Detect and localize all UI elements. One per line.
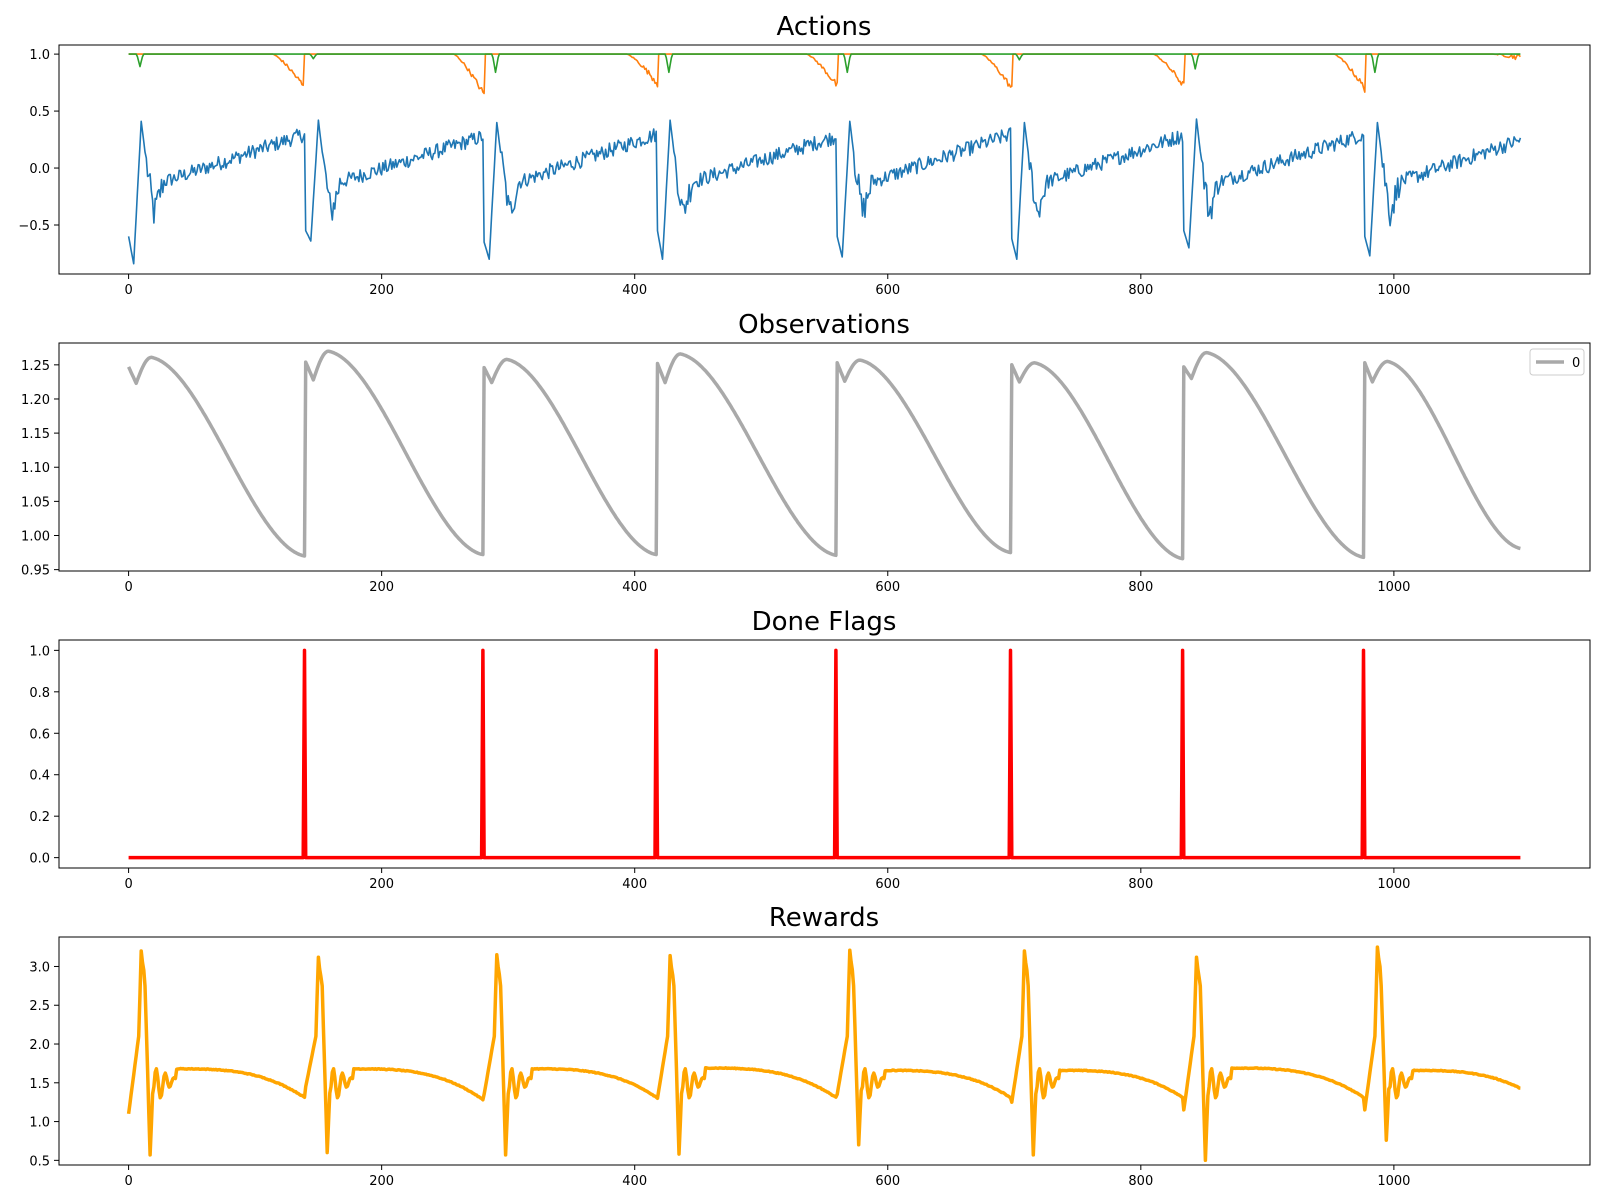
x-tick-label: 200 bbox=[369, 1174, 394, 1189]
y-tick-label: 0.8 bbox=[29, 686, 50, 701]
x-tick-label: 1000 bbox=[1377, 580, 1410, 595]
y-tick-label: 0.2 bbox=[29, 810, 50, 825]
x-tick-label: 1000 bbox=[1377, 877, 1410, 892]
x-tick-label: 600 bbox=[875, 283, 900, 298]
done-flags-panel: Done Flags 0 200 400 600 800 1000 0.0 0.2 0.4 0.6… bbox=[29, 607, 1591, 892]
axes-frame bbox=[58, 639, 1591, 869]
legend: 0 bbox=[1529, 348, 1585, 376]
y-tick-label: 0.5 bbox=[29, 105, 50, 120]
x-tick-label: 0 bbox=[124, 283, 132, 298]
y-tick-label: 3.0 bbox=[29, 960, 50, 975]
observations-title: Observations bbox=[738, 310, 910, 340]
actions-lines bbox=[127, 53, 1522, 265]
x-tick-label: 0 bbox=[124, 877, 132, 892]
y-tick-label: 1.10 bbox=[21, 461, 50, 476]
y-tick-label: 0.5 bbox=[29, 1154, 50, 1169]
axes-frame bbox=[58, 936, 1591, 1166]
actions-series-2-line bbox=[128, 53, 1521, 74]
y-tick-label: 1.05 bbox=[21, 495, 50, 510]
y-tick-label: 2.5 bbox=[29, 999, 50, 1014]
y-tick-label: 1.25 bbox=[21, 359, 50, 374]
y-tick-label: 0.0 bbox=[29, 852, 50, 867]
x-tick-label: 1000 bbox=[1377, 283, 1410, 298]
y-tick-label: 1.20 bbox=[21, 393, 50, 408]
x-tick-label: 1000 bbox=[1377, 1174, 1410, 1189]
x-tick-label: 200 bbox=[369, 580, 394, 595]
y-tick-label: 1.5 bbox=[29, 1077, 50, 1092]
x-tick-label: 800 bbox=[1128, 283, 1153, 298]
actions-panel: Actions 0 200 400 600 800 1000 −0.5 0.0 0.5 1.0 bbox=[18, 12, 1591, 298]
done-lines bbox=[128, 648, 1521, 860]
x-tick-label: 600 bbox=[875, 580, 900, 595]
rewards-panel: Rewards 0 200 400 600 800 1000 0.5 1.0 1.5 2.0 2.5… bbox=[29, 903, 1591, 1189]
y-tick-label: 1.15 bbox=[21, 427, 50, 442]
y-tick-label: 0.0 bbox=[29, 162, 50, 177]
actions-series-0-line bbox=[127, 118, 1522, 265]
done-series-line bbox=[128, 648, 1521, 860]
observations-series-0-line bbox=[127, 349, 1521, 561]
axes-frame bbox=[58, 342, 1591, 572]
done-flags-title: Done Flags bbox=[752, 607, 897, 637]
legend-label: 0 bbox=[1572, 356, 1580, 371]
axes-frame bbox=[58, 44, 1591, 275]
x-tick-label: 800 bbox=[1128, 580, 1153, 595]
y-tick-label: 1.00 bbox=[21, 530, 50, 545]
x-tick-label: 600 bbox=[875, 877, 900, 892]
x-tick-label: 400 bbox=[622, 877, 647, 892]
y-tick-label: 1.0 bbox=[29, 48, 50, 63]
y-tick-label: 2.0 bbox=[29, 1038, 50, 1053]
rewards-title: Rewards bbox=[769, 903, 879, 933]
y-tick-label: 1.0 bbox=[29, 644, 50, 659]
x-tick-label: 200 bbox=[369, 877, 394, 892]
x-tick-label: 400 bbox=[622, 580, 647, 595]
x-tick-label: 600 bbox=[875, 1174, 900, 1189]
x-tick-label: 400 bbox=[622, 1174, 647, 1189]
y-tick-label: −0.5 bbox=[18, 219, 50, 234]
x-tick-label: 0 bbox=[124, 1174, 132, 1189]
observations-lines bbox=[127, 349, 1521, 561]
y-tick-label: 0.95 bbox=[21, 564, 50, 579]
x-tick-label: 800 bbox=[1128, 877, 1153, 892]
y-tick-label: 1.0 bbox=[29, 1116, 50, 1131]
observations-panel: Observations 0 200 400 600 800 1000 0.95 1.00 1.… bbox=[21, 310, 1591, 595]
x-tick-label: 400 bbox=[622, 283, 647, 298]
rewards-series-line bbox=[126, 945, 1521, 1163]
x-tick-label: 800 bbox=[1128, 1174, 1153, 1189]
x-tick-label: 200 bbox=[369, 283, 394, 298]
y-tick-label: 0.6 bbox=[29, 727, 50, 742]
rewards-lines bbox=[126, 945, 1521, 1163]
x-tick-label: 0 bbox=[124, 580, 132, 595]
actions-series-1-line bbox=[128, 53, 1521, 95]
y-tick-label: 0.4 bbox=[29, 769, 50, 784]
actions-title: Actions bbox=[777, 12, 872, 42]
